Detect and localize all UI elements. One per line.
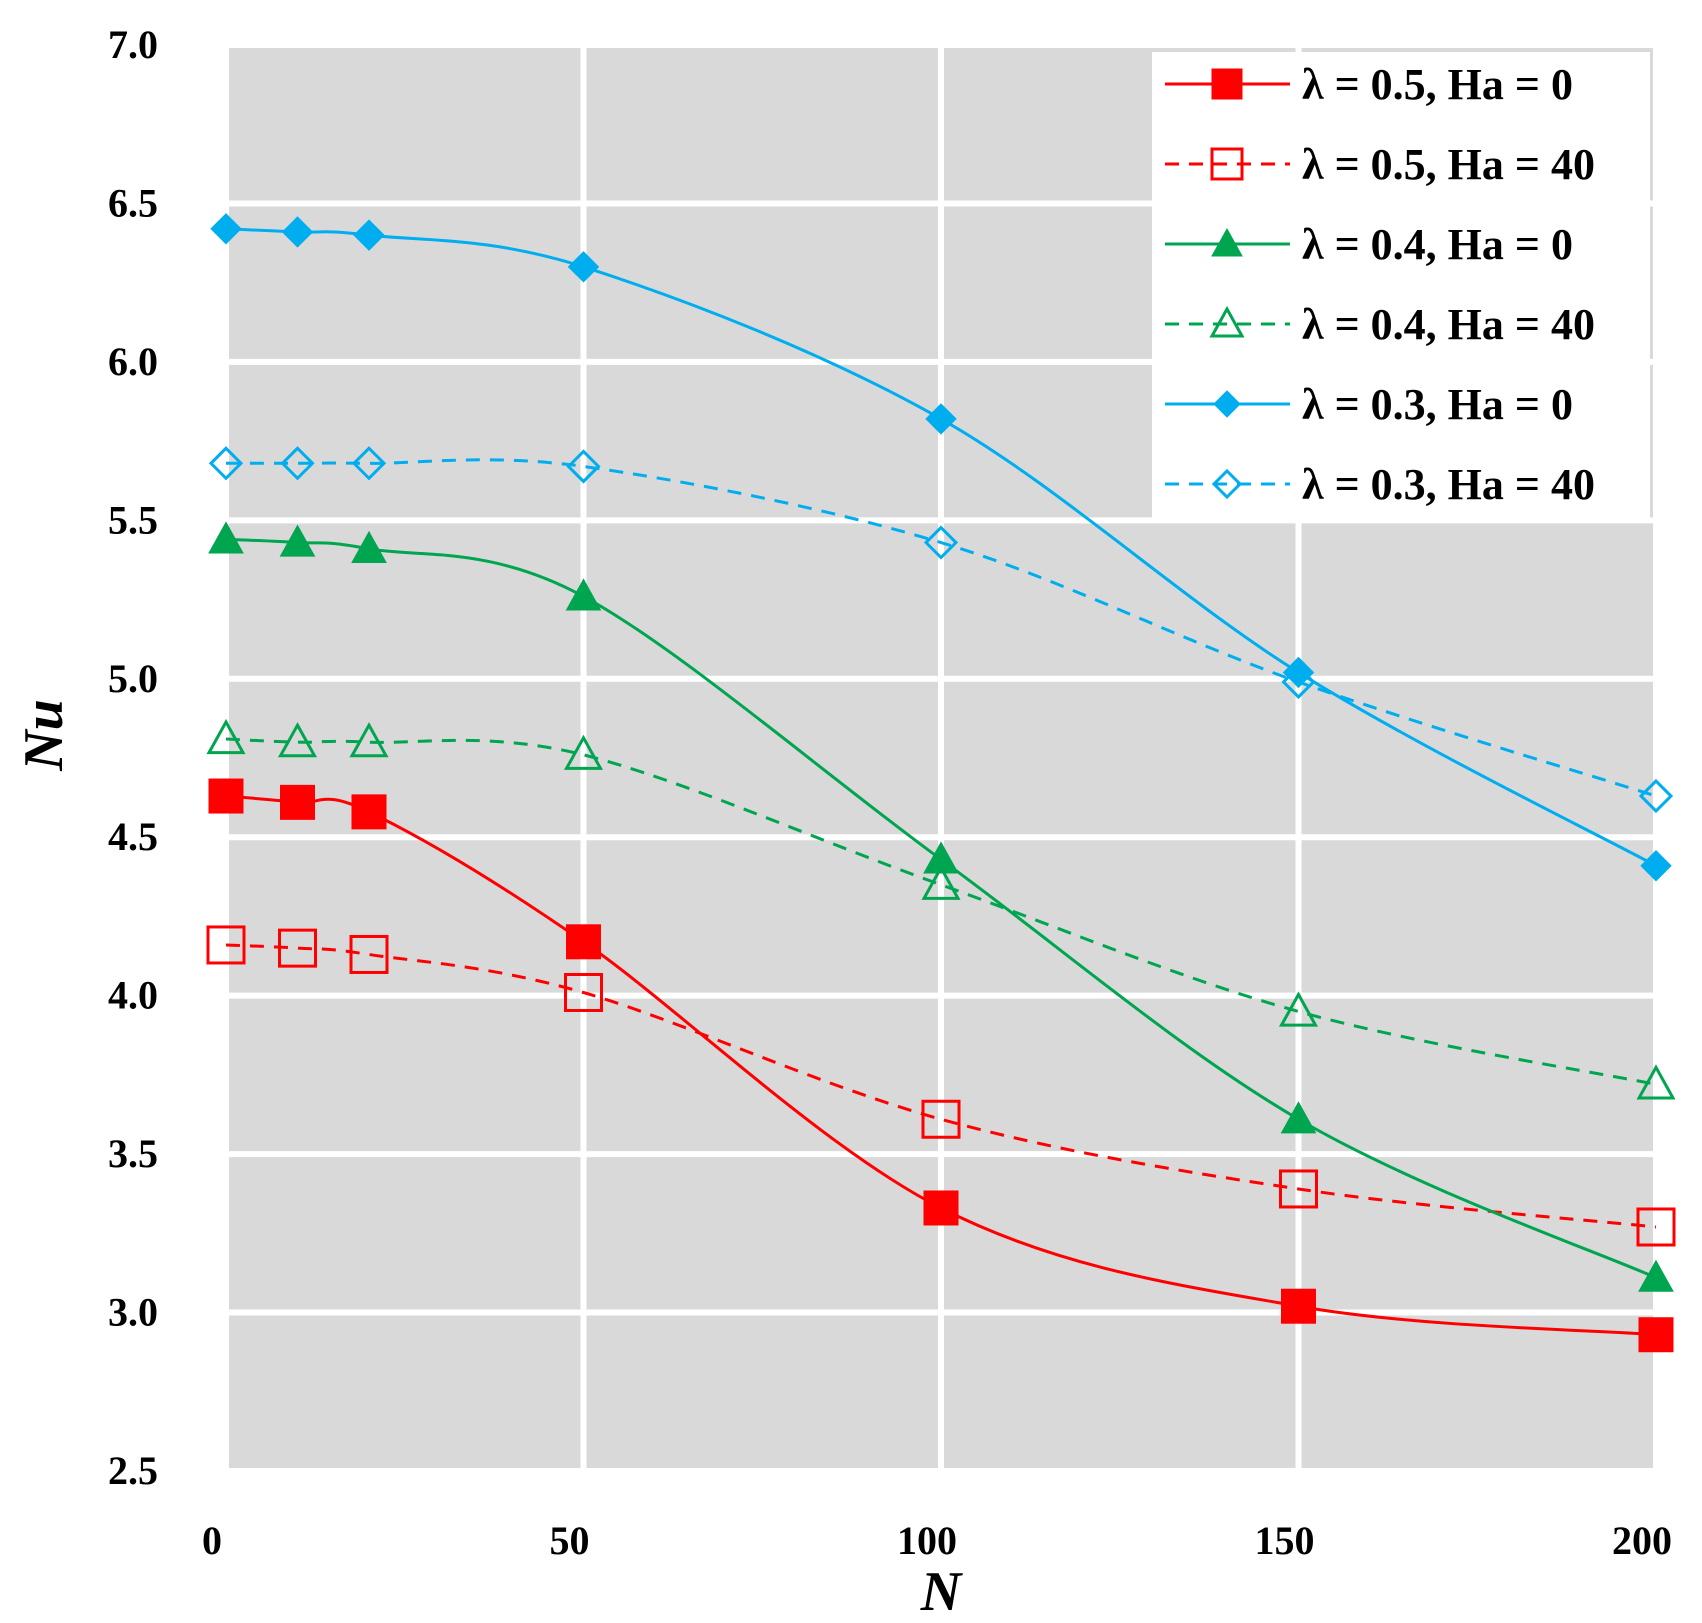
data-point-s0-2 — [351, 794, 387, 830]
data-point-s0-1 — [280, 784, 315, 820]
data-point-s0-6 — [1638, 1317, 1674, 1353]
legend-box — [1152, 52, 1650, 520]
data-point-s0-4 — [923, 1190, 959, 1226]
y-tick-label: 3.0 — [108, 1290, 158, 1335]
data-point-s0-0 — [208, 778, 244, 814]
data-point-s2-2 — [351, 530, 387, 563]
x-tick-label: 100 — [897, 1518, 957, 1563]
data-point-s4-3 — [567, 251, 600, 283]
legend-label-3: λ = 0.4, Ha = 40 — [1302, 300, 1595, 349]
data-point-s0-3 — [566, 924, 601, 960]
series-line-2 — [225, 537, 1657, 1280]
data-point-s5-2 — [351, 446, 387, 481]
y-tick-label: 4.5 — [108, 814, 158, 859]
data-point-s3-3 — [563, 734, 604, 770]
legend-marker-0 — [1211, 68, 1243, 100]
data-point-s5-1 — [280, 446, 315, 481]
series-line-5 — [226, 458, 1657, 798]
data-point-s2-1 — [279, 524, 316, 557]
data-point-s2-0 — [208, 521, 244, 554]
data-point-s4-1 — [281, 216, 314, 248]
data-point-s3-1 — [277, 722, 318, 758]
legend-marker-5 — [1211, 468, 1243, 500]
data-point-s1-1 — [278, 928, 317, 968]
legend-marker-3 — [1209, 305, 1245, 338]
y-tick-label: 2.5 — [108, 1448, 158, 1493]
legend-label-0: λ = 0.5, Ha = 0 — [1302, 60, 1573, 109]
series-line-4 — [225, 227, 1657, 868]
series-lines — [225, 227, 1657, 1337]
legend-label-2: λ = 0.4, Ha = 0 — [1302, 220, 1573, 269]
legend-marker-1 — [1210, 147, 1244, 181]
data-point-s2-4 — [923, 841, 959, 874]
y-tick-label: 5.5 — [108, 497, 158, 542]
x-tick-label: 200 — [1612, 1518, 1672, 1563]
data-point-s3-4 — [921, 864, 961, 900]
data-point-s1-4 — [921, 1099, 961, 1139]
legend: λ = 0.5, Ha = 0 λ = 0.5, Ha = 40 λ = 0.4, … — [1152, 52, 1650, 520]
data-point-s2-6 — [1638, 1259, 1674, 1292]
legend-label-4: λ = 0.3, Ha = 0 — [1302, 380, 1573, 429]
series-line-3 — [225, 737, 1657, 1086]
x-axis-title: N — [920, 1561, 964, 1623]
data-point-s2-3 — [565, 578, 602, 611]
x-axis-ticks: 0 50 100 150 200 — [202, 1518, 1672, 1563]
data-point-s5-4 — [923, 525, 959, 560]
series-markers — [206, 213, 1676, 1353]
data-point-s5-0 — [208, 446, 244, 481]
legend-label-1: λ = 0.5, Ha = 40 — [1302, 140, 1595, 189]
data-point-s1-2 — [349, 934, 389, 974]
data-point-s3-6 — [1636, 1064, 1676, 1100]
data-point-s2-5 — [1280, 1101, 1317, 1134]
data-point-s1-6 — [1636, 1207, 1676, 1247]
x-tick-label: 150 — [1255, 1518, 1315, 1563]
data-point-s4-5 — [1282, 656, 1315, 689]
data-point-s3-2 — [349, 722, 389, 758]
data-point-s3-0 — [206, 718, 246, 755]
y-tick-label: 7.0 — [108, 22, 158, 67]
data-point-s5-3 — [566, 449, 601, 484]
x-tick-label: 50 — [550, 1518, 590, 1563]
data-point-s4-0 — [210, 213, 242, 245]
y-tick-label: 3.5 — [108, 1131, 158, 1176]
data-point-s5-5 — [1281, 664, 1316, 700]
data-point-s0-5 — [1281, 1288, 1316, 1324]
y-axis-title: Nu — [13, 699, 75, 772]
y-tick-label: 5.0 — [108, 656, 158, 701]
gridlines — [223, 42, 1659, 1474]
y-tick-label: 6.0 — [108, 339, 158, 384]
series-line-1 — [225, 943, 1657, 1229]
data-point-s1-5 — [1279, 1169, 1318, 1209]
y-tick-label: 4.0 — [108, 973, 158, 1018]
data-point-s1-3 — [564, 972, 603, 1012]
data-point-s4-2 — [353, 219, 385, 251]
x-tick-label: 0 — [202, 1518, 222, 1563]
legend-marker-2 — [1211, 227, 1243, 257]
data-point-s3-5 — [1278, 991, 1319, 1027]
legend-label-5: λ = 0.3, Ha = 40 — [1302, 460, 1595, 509]
legend-marker-4 — [1213, 390, 1241, 418]
data-point-s1-0 — [206, 925, 246, 965]
y-axis-ticks: 2.5 3.0 3.5 4.0 4.5 5.0 5.5 6.0 6.5 7.0 — [108, 22, 158, 1493]
data-point-s4-6 — [1640, 850, 1672, 882]
y-tick-label: 6.5 — [108, 180, 158, 225]
data-point-s5-6 — [1638, 778, 1674, 814]
data-point-s4-4 — [925, 403, 957, 435]
series-line-0 — [225, 794, 1657, 1337]
